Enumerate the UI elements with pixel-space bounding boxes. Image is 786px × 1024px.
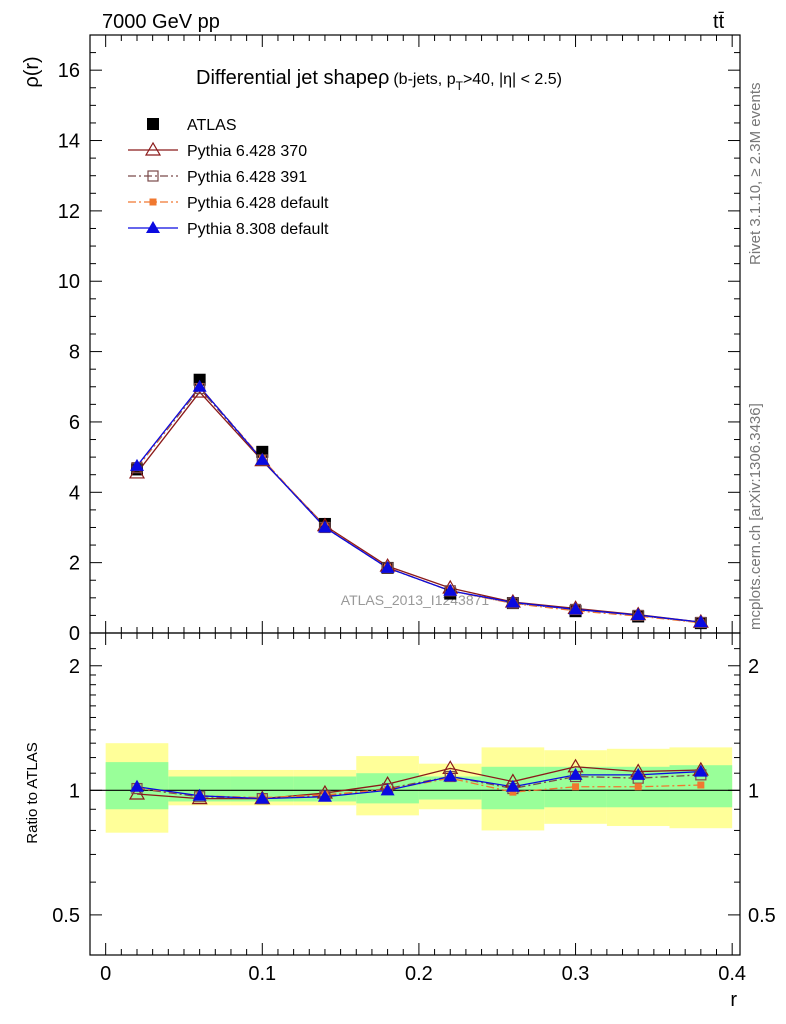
chart-title-sub: (b-jets, p	[393, 71, 455, 88]
legend-label: ATLAS	[187, 117, 237, 134]
ratio-tick-label: 0.5	[52, 905, 80, 927]
ratio-tick-label-right: 1	[748, 780, 759, 802]
x-tick-label: 0.2	[405, 963, 433, 985]
x-tick-label: 0.3	[562, 963, 590, 985]
y-tick-label: 10	[58, 271, 80, 293]
y-tick-label: 14	[58, 131, 80, 153]
x-tick-label: 0	[100, 963, 111, 985]
series-point	[693, 615, 708, 628]
process-t: t	[713, 11, 719, 33]
series-point	[568, 602, 583, 615]
ratio-series	[128, 758, 709, 805]
ratio-line	[136, 770, 701, 800]
ratio-point	[634, 783, 642, 791]
chart-title-subscript: T	[456, 79, 464, 93]
legend: ATLAS Pythia 6.428 370 Pythia 6.428 391 Pyt…	[128, 117, 329, 238]
legend-marker	[149, 198, 157, 206]
ratio-point	[443, 769, 458, 782]
series-line	[136, 385, 701, 623]
x-axis-label: r	[730, 989, 737, 1011]
chart-title-cut: >40, |η| < 2.5)	[463, 71, 562, 88]
legend-marker	[147, 170, 159, 182]
chart-title-main: Differential jet shapeρ	[196, 67, 389, 89]
y-tick-label: 16	[58, 60, 80, 82]
legend-marker	[146, 221, 160, 233]
ratio-tick-label-right: 0.5	[748, 905, 776, 927]
legend-label: Pythia 6.428 370	[187, 143, 307, 160]
ratio-tick-label: 1	[69, 780, 80, 802]
legend-marker	[147, 118, 159, 130]
legend-label: Pythia 6.428 default	[187, 195, 329, 212]
ratio-point	[129, 779, 144, 792]
y-tick-label: 8	[69, 342, 80, 364]
ratio-tick-label: 2	[69, 656, 80, 678]
ratio-point	[380, 783, 395, 796]
series-point	[128, 464, 146, 479]
series-line	[136, 391, 701, 623]
y-tick-label: 2	[69, 553, 80, 575]
ratio-line	[136, 774, 701, 800]
y-tick-label: 12	[58, 201, 80, 223]
series-point	[255, 452, 270, 465]
series-point	[631, 608, 646, 621]
ratio-point	[693, 764, 708, 777]
ratio-line	[136, 766, 701, 800]
data-point	[193, 373, 206, 386]
ratio-point	[631, 767, 646, 780]
ratio-point	[568, 767, 583, 780]
x-tick-label: 0.1	[248, 963, 276, 985]
y-tick-label: 4	[69, 482, 80, 504]
process-label: tt̄	[713, 11, 725, 33]
series-point	[192, 379, 207, 392]
y-tick-label: 0	[69, 623, 80, 645]
ratio-point	[317, 789, 332, 802]
mcplots-label: mcplots.cern.ch [arXiv:1306.3436]	[747, 403, 764, 630]
legend-label: Pythia 6.428 391	[187, 169, 307, 186]
process-tbar: t̄	[718, 11, 724, 33]
collision-label: 7000 GeV pp	[102, 11, 220, 33]
legend-marker	[144, 141, 162, 156]
y-axis-label: ρ(r)	[21, 56, 43, 87]
ratio-point	[255, 791, 270, 804]
series-point	[317, 520, 332, 533]
ratio-point	[505, 779, 520, 792]
series-point	[129, 458, 144, 471]
legend-label: Pythia 8.308 default	[187, 221, 329, 238]
ratio-point	[572, 783, 580, 791]
ratio-point	[697, 781, 705, 789]
series-point	[505, 595, 520, 608]
ratio-point	[192, 788, 207, 801]
rivet-label: Rivet 3.1.10, ≥ 2.3M events	[747, 83, 764, 266]
series-line	[136, 385, 701, 624]
chart-title: Differential jet shapeρ (b-jets, pT>40, |…	[196, 67, 562, 93]
series-point	[380, 560, 395, 573]
x-tick-label: 0.4	[718, 963, 746, 985]
ratio-point	[509, 788, 517, 796]
ratio-tick-label-right: 2	[748, 656, 759, 678]
ratio-frame	[89, 632, 741, 956]
series-point	[443, 583, 458, 596]
main-series	[128, 373, 709, 630]
y-tick-label: 6	[69, 412, 80, 434]
ratio-axis-label: Ratio to ATLAS	[24, 742, 41, 843]
series-line	[136, 387, 701, 624]
